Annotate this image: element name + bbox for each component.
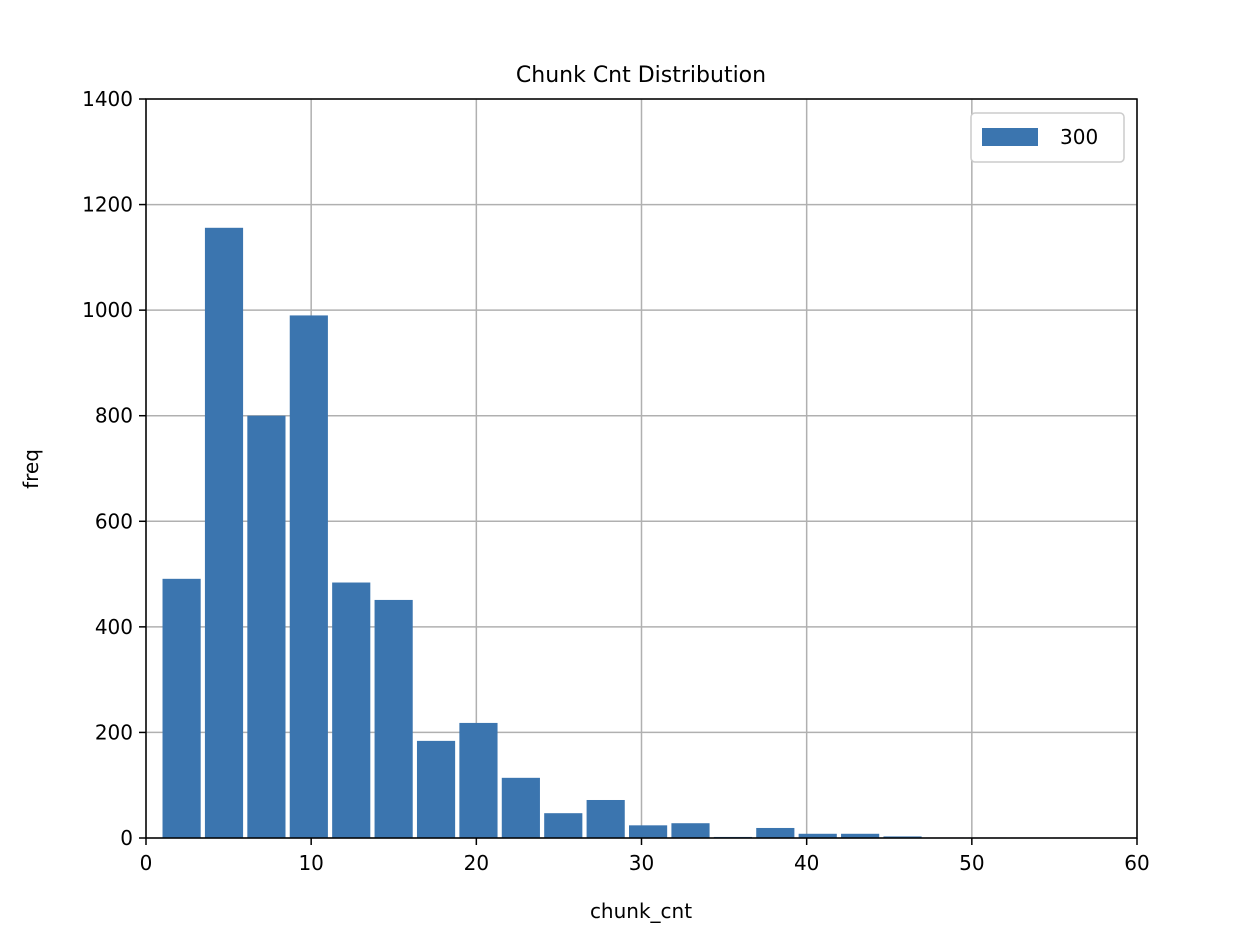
y-tick-label: 1400 (82, 87, 133, 111)
y-tick-label: 600 (95, 509, 133, 533)
legend-swatch (982, 128, 1038, 146)
y-tick-label: 0 (120, 826, 133, 850)
x-tick-label: 40 (794, 851, 819, 875)
y-tick-label: 400 (95, 615, 133, 639)
y-tick-label: 1200 (82, 193, 133, 217)
histogram-bar (459, 722, 498, 838)
y-axis-label: freq (19, 449, 43, 489)
histogram-bar (629, 825, 668, 838)
histogram-bar (332, 582, 371, 838)
legend: 300 (970, 112, 1125, 163)
histogram-bar (841, 833, 880, 838)
bars (162, 227, 1092, 839)
y-tick-label: 1000 (82, 298, 133, 322)
histogram-bar (501, 777, 540, 838)
histogram-bar (883, 836, 922, 838)
histogram-bar (756, 827, 795, 838)
histogram-bar (416, 740, 456, 838)
histogram-bar (162, 578, 201, 838)
y-axis: 0 200 400 600 800 1000 1200 1400 (82, 87, 146, 850)
x-tick-label: 0 (140, 851, 153, 875)
y-tick-label: 200 (95, 720, 133, 744)
histogram-bar (544, 813, 583, 838)
histogram-bar (289, 315, 328, 839)
histogram-bar (247, 415, 286, 838)
legend-box (970, 112, 1125, 163)
x-axis: 0 10 20 30 40 50 60 (140, 838, 1150, 875)
x-tick-label: 60 (1124, 851, 1149, 875)
x-axis-label: chunk_cnt (590, 899, 692, 923)
histogram-bar (204, 227, 244, 839)
histogram-bar (586, 799, 625, 838)
x-tick-label: 10 (298, 851, 323, 875)
x-tick-label: 50 (959, 851, 984, 875)
x-tick-label: 20 (464, 851, 489, 875)
y-tick-label: 800 (95, 404, 133, 428)
histogram-bar (671, 823, 710, 838)
histogram-bar (374, 599, 413, 838)
legend-label: 300 (1060, 125, 1098, 149)
chart-title: Chunk Cnt Distribution (516, 63, 766, 88)
x-tick-label: 30 (629, 851, 654, 875)
histogram-bar (798, 833, 837, 838)
